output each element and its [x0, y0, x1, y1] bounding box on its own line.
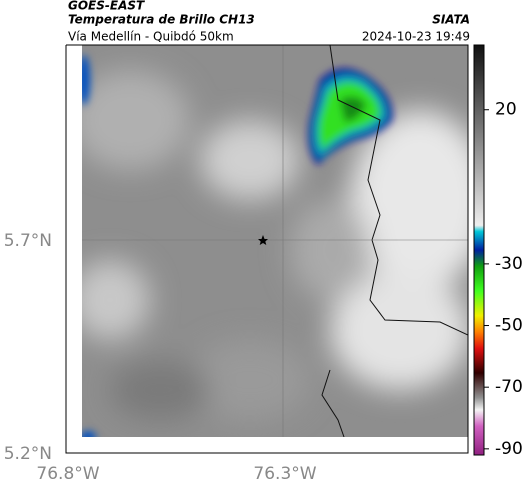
lat-label: 5.7°N: [4, 231, 52, 251]
source: SIATA: [432, 13, 470, 27]
satellite-image: [82, 45, 468, 437]
product: Temperatura de Brillo CH13: [68, 13, 255, 27]
colorbar-tick-label: -90: [495, 439, 523, 459]
satellite: GOES-EAST: [68, 0, 145, 13]
colorbar-tick-label: -50: [495, 316, 523, 336]
colorbar-tick-label: -30: [495, 254, 523, 274]
lon-label: 76.3°W: [253, 464, 316, 484]
colorbar-tick-label: -70: [495, 377, 523, 397]
route: Vía Medellín - Quibdó 50km: [68, 30, 234, 44]
colorbar-tick-label: 20: [495, 100, 517, 120]
timestamp: 2024-10-23 19:49: [362, 30, 470, 44]
lon-label: 76.8°W: [36, 464, 99, 484]
colorbar: [473, 44, 485, 456]
lat-label: 5.2°N: [4, 444, 52, 464]
